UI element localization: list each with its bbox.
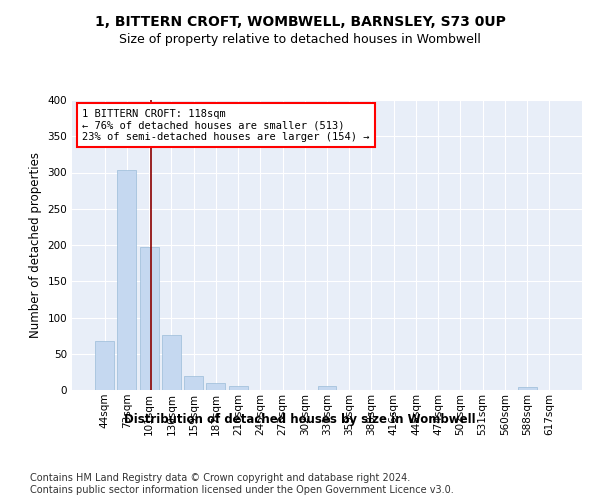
Text: Distribution of detached houses by size in Wombwell: Distribution of detached houses by size …	[124, 412, 476, 426]
Bar	[118, 170, 136, 390]
Bar	[162, 335, 181, 390]
Bar	[184, 376, 203, 390]
Bar	[95, 342, 114, 390]
Bar	[206, 384, 225, 390]
Text: Contains HM Land Registry data © Crown copyright and database right 2024.
Contai: Contains HM Land Registry data © Crown c…	[30, 474, 454, 495]
Text: 1, BITTERN CROFT, WOMBWELL, BARNSLEY, S73 0UP: 1, BITTERN CROFT, WOMBWELL, BARNSLEY, S7…	[95, 15, 505, 29]
Y-axis label: Number of detached properties: Number of detached properties	[29, 152, 42, 338]
Text: Size of property relative to detached houses in Wombwell: Size of property relative to detached ho…	[119, 32, 481, 46]
Bar	[229, 386, 248, 390]
Bar	[317, 386, 337, 390]
Bar	[518, 387, 536, 390]
Text: 1 BITTERN CROFT: 118sqm
← 76% of detached houses are smaller (513)
23% of semi-d: 1 BITTERN CROFT: 118sqm ← 76% of detache…	[82, 108, 370, 142]
Bar	[140, 247, 158, 390]
